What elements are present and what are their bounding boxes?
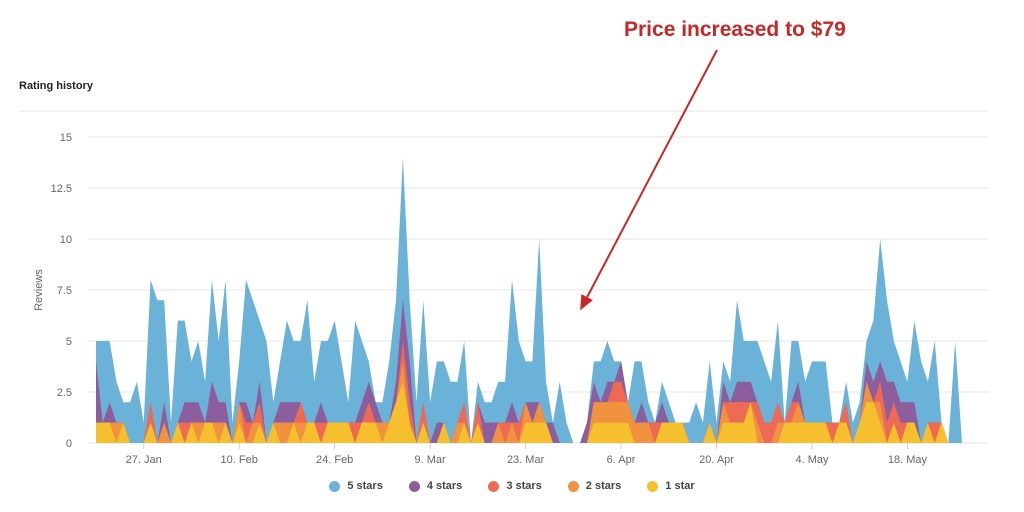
legend-item-2-stars[interactable]: 2 stars	[567, 480, 622, 492]
legend-item-4-stars[interactable]: 4 stars	[408, 480, 463, 492]
legend-item-3-stars[interactable]: 3 stars	[488, 480, 542, 492]
y-tick-label: 12.5	[51, 183, 72, 195]
x-tick-label: 10. Feb	[221, 454, 258, 466]
x-tick-label: 24. Feb	[316, 454, 353, 466]
area-series-5-stars	[96, 157, 962, 443]
x-tick-label: 9. Mar	[415, 454, 447, 466]
legend-label: 2 stars	[585, 480, 622, 492]
x-tick-label: 6. Apr	[607, 454, 636, 466]
legend-label: 5 stars	[347, 480, 383, 492]
y-tick-label: 0	[66, 438, 72, 450]
annotation-layer	[580, 49, 718, 311]
legend-label: 1 star	[665, 480, 695, 492]
legend-label: 3 stars	[506, 480, 542, 492]
legend-swatch	[408, 480, 420, 492]
y-tick-label: 2.5	[57, 387, 72, 399]
area-series-1-star	[96, 381, 962, 443]
y-tick-label: 15	[60, 132, 72, 144]
legend-label: 4 stars	[426, 480, 463, 492]
chart-title: Rating history	[19, 80, 93, 92]
y-tick-label: 7.5	[57, 285, 72, 297]
x-tick-label: 20. Apr	[699, 454, 734, 466]
area-layer	[96, 157, 962, 443]
y-tick-label: 10	[60, 234, 72, 246]
annotation-arrow-line	[586, 49, 718, 298]
y-axis-label: Reviews	[33, 269, 45, 311]
x-tick-label: 23. Mar	[507, 454, 545, 466]
legend-swatch	[488, 480, 500, 492]
tick-layer: 0 2.5 5 7.5 10 12.5 15 Reviews 27. Jan 10. Feb 24.…	[33, 132, 928, 466]
annotation-arrow-head	[580, 294, 593, 311]
legend-item-1-star[interactable]: 1 star	[647, 480, 695, 492]
x-tick-label: 18. May	[888, 454, 928, 466]
price-annotation-text: Price increased to $79	[624, 18, 846, 41]
x-tick-label: 4. May	[795, 454, 829, 466]
chart-legend: 5 stars 4 stars 3 stars 2 stars 1 star	[0, 480, 1024, 492]
legend-item-5-stars[interactable]: 5 stars	[329, 480, 383, 492]
legend-swatch	[567, 480, 579, 492]
y-tick-label: 5	[66, 336, 72, 348]
legend-swatch	[647, 480, 659, 492]
legend-swatch	[329, 480, 341, 492]
x-tick-label: 27. Jan	[126, 454, 162, 466]
